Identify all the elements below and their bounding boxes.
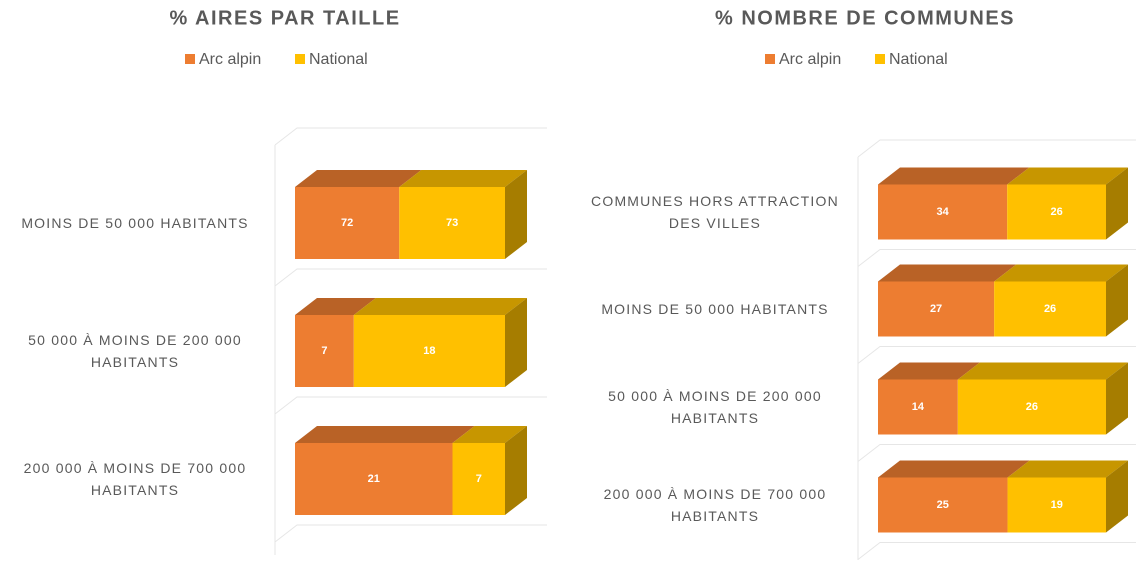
- data-label: 26: [1044, 303, 1056, 315]
- bar: [957, 379, 1106, 435]
- bar-top: [295, 426, 475, 443]
- bar-side: [505, 298, 527, 387]
- bar-top: [1007, 167, 1128, 185]
- bar: [353, 315, 505, 387]
- category-label: 50 000 À MOINS DE 200 000 HABITANTS: [608, 388, 822, 426]
- data-label: 27: [930, 303, 942, 315]
- bar: [295, 187, 400, 259]
- floor-line: [274, 524, 547, 543]
- category-label: MOINS DE 50 000 HABITANTS: [601, 301, 829, 317]
- legend-swatch: [185, 54, 195, 64]
- bar: [878, 379, 958, 435]
- bar-top: [957, 362, 1128, 380]
- data-label: 73: [446, 217, 458, 229]
- bar-top: [878, 264, 1017, 282]
- legend-swatch: [875, 54, 885, 64]
- floor-line: [274, 268, 547, 287]
- bar-side: [505, 170, 527, 259]
- data-label: 21: [368, 473, 380, 485]
- data-label: 14: [912, 401, 925, 413]
- back-wall: [857, 139, 1136, 158]
- floor-line: [857, 542, 1136, 560]
- chart-title: % AIRES PAR TAILLE: [169, 7, 400, 29]
- bar-side: [1106, 362, 1128, 435]
- bar: [295, 443, 453, 515]
- data-label: 18: [423, 345, 435, 357]
- bar-top: [452, 426, 527, 443]
- category-label: MOINS DE 50 000 HABITANTS: [21, 215, 249, 231]
- bar-side: [1106, 264, 1128, 337]
- legend-label: Arc alpin: [199, 51, 261, 68]
- back-wall: [274, 127, 547, 146]
- bar-top: [295, 170, 422, 187]
- bar: [994, 281, 1106, 337]
- bar-side: [1106, 167, 1128, 240]
- category-label: 200 000 À MOINS DE 700 000 HABITANTS: [603, 486, 827, 524]
- chart-title: % NOMBRE DE COMMUNES: [715, 7, 1015, 29]
- legend-label: National: [309, 51, 368, 68]
- bar: [295, 315, 354, 387]
- data-label: 26: [1050, 206, 1062, 218]
- bar-top: [994, 264, 1128, 282]
- bar-top: [295, 298, 376, 315]
- bar-side: [505, 426, 527, 515]
- bar-top: [878, 362, 980, 380]
- bar-top: [399, 170, 527, 187]
- data-label: 7: [476, 473, 482, 485]
- data-label: 19: [1051, 499, 1063, 511]
- floor-line: [857, 444, 1136, 462]
- data-label: 7: [321, 345, 327, 357]
- legend-swatch: [295, 54, 305, 64]
- legend-swatch: [765, 54, 775, 64]
- bar-side: [1106, 460, 1128, 533]
- floor-line: [857, 249, 1136, 267]
- data-label: 25: [937, 499, 949, 511]
- category-label: COMMUNES HORS ATTRACTION DES VILLES: [591, 193, 839, 231]
- legend-label: National: [889, 51, 948, 68]
- bar: [1007, 184, 1106, 240]
- bar-top: [878, 167, 1030, 185]
- bar: [1007, 477, 1106, 533]
- category-label: 200 000 À MOINS DE 700 000 HABITANTS: [23, 460, 247, 498]
- bar: [878, 477, 1008, 533]
- bar-top: [353, 298, 527, 315]
- floor-line: [274, 396, 547, 415]
- data-label: 72: [341, 217, 353, 229]
- bar: [878, 281, 995, 337]
- floor-line: [857, 346, 1136, 364]
- bar: [452, 443, 505, 515]
- bar: [878, 184, 1008, 240]
- bar-top: [878, 460, 1030, 478]
- category-label: 50 000 À MOINS DE 200 000 HABITANTS: [28, 332, 242, 370]
- bar-top: [1007, 460, 1128, 478]
- data-label: 26: [1026, 401, 1038, 413]
- bar: [399, 187, 505, 259]
- legend-label: Arc alpin: [779, 51, 841, 68]
- data-label: 34: [936, 206, 949, 218]
